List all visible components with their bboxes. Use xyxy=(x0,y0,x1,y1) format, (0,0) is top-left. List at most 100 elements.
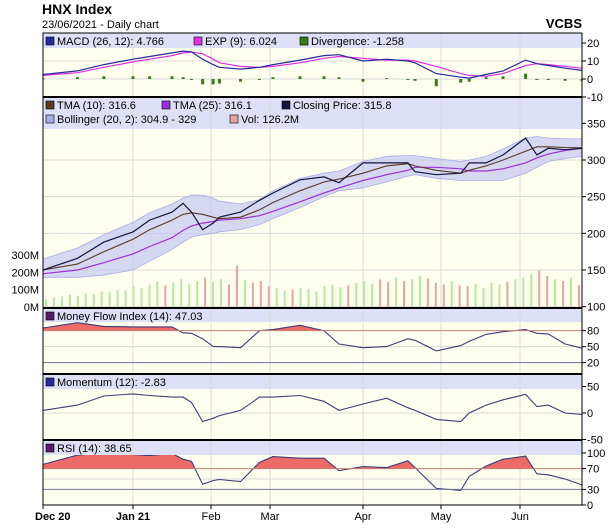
divergence-bar xyxy=(190,79,193,80)
price-y-tick-label: 250 xyxy=(587,192,605,204)
volume-bar xyxy=(395,277,398,307)
legend-tma10: TMA (10): 316.6 xyxy=(57,100,136,112)
divergence-bar xyxy=(271,77,275,79)
rsi-plot xyxy=(43,455,582,491)
volume-bar xyxy=(307,288,310,307)
legend-macd: MACD (26, 12): 4.766 xyxy=(57,36,164,48)
mfi-y-tick-label: 80 xyxy=(587,326,599,338)
exp-line xyxy=(43,51,582,77)
volume-bar xyxy=(522,277,525,307)
price-y-tick-label: 200 xyxy=(587,228,605,240)
price-plot xyxy=(43,136,582,307)
price-y-tick-label: 100 xyxy=(587,302,605,314)
mfi-overbought-area xyxy=(43,322,529,331)
close-swatch xyxy=(281,100,291,110)
volume-bar xyxy=(220,279,223,307)
divergence-bar xyxy=(361,79,365,82)
volume-bar xyxy=(418,275,421,307)
volume-bar xyxy=(466,286,469,307)
mfi-swatch xyxy=(45,311,55,321)
legend-momentum: Momentum (12): -2.83 xyxy=(57,377,166,389)
volume-bar xyxy=(410,279,413,307)
volume-bar xyxy=(482,287,485,307)
volume-bar xyxy=(124,290,127,307)
divergence-bar xyxy=(467,79,471,82)
divergence-bar xyxy=(406,79,410,80)
volume-bar xyxy=(156,281,159,307)
divergence-bar xyxy=(148,76,152,79)
macd-line xyxy=(43,50,582,79)
volume-bar xyxy=(371,283,374,307)
volume-bar xyxy=(379,279,382,307)
volume-bar xyxy=(331,284,334,307)
x-tick-label: Apr xyxy=(354,511,371,523)
volume-bar xyxy=(196,281,199,307)
volume-bar xyxy=(259,281,262,307)
x-tick-label: Jan 21 xyxy=(116,511,150,523)
rsi-legend: RSI (14): 38.65 xyxy=(45,443,132,455)
x-tick-label: May xyxy=(431,511,452,523)
macd-swatch xyxy=(45,36,55,46)
volume-bar xyxy=(514,279,517,307)
volume-bar xyxy=(76,295,79,307)
panels xyxy=(42,32,583,506)
volume-bar xyxy=(275,287,278,307)
legend-divergence: Divergence: -1.258 xyxy=(311,36,404,48)
volume-bar xyxy=(283,290,286,307)
volume-bar xyxy=(458,285,461,307)
volume-bar xyxy=(140,287,143,307)
x-tick-label: Dec 20 xyxy=(35,511,70,523)
volume-bar xyxy=(243,280,246,307)
mfi-y-tick-label: 20 xyxy=(587,358,599,370)
volume-bar xyxy=(402,281,405,307)
volume-bar xyxy=(315,291,318,307)
volume-bar xyxy=(164,285,167,307)
brand-logo-text: VCBS xyxy=(546,16,582,31)
volume-bar xyxy=(291,289,294,307)
volume-y-tick-label: 200M xyxy=(11,267,39,279)
divergence-bar xyxy=(131,76,135,79)
divergence-bar xyxy=(434,79,438,87)
mfi-legend-band xyxy=(43,308,582,322)
rsi-y-tick-label: 70 xyxy=(587,464,599,476)
divergence-bar xyxy=(413,79,417,81)
macd-y-tick-label: 20 xyxy=(587,38,599,50)
volume-bar xyxy=(490,282,493,307)
x-tick-label: Jun xyxy=(511,511,529,523)
volume-bar xyxy=(204,277,207,307)
tma25-line xyxy=(43,147,582,275)
volume-y-tick-label: 100M xyxy=(11,285,39,297)
divergence-swatch xyxy=(299,36,309,46)
divergence-bar xyxy=(546,79,550,80)
x-tick-label: Mar xyxy=(261,511,280,523)
divergence-bar xyxy=(385,78,389,80)
x-tick-label: Feb xyxy=(202,511,221,523)
volume-bar xyxy=(92,294,95,307)
divergence-bar xyxy=(337,77,341,79)
volume-bar xyxy=(554,279,557,307)
volume-bar xyxy=(474,283,477,307)
divergence-bar xyxy=(102,76,106,79)
volume-bar xyxy=(347,285,350,307)
divergence-bar xyxy=(459,79,463,83)
legend-mfi: Money Flow Index (14): 47.03 xyxy=(57,311,203,323)
tma10-swatch xyxy=(45,100,55,110)
price-y-tick-label: 150 xyxy=(587,265,605,277)
divergence-bar xyxy=(563,79,567,81)
volume-bar xyxy=(498,284,501,307)
volume-bar xyxy=(387,281,390,307)
volume-bar xyxy=(355,282,358,307)
volume-bar xyxy=(363,281,366,307)
volume-bar xyxy=(100,291,103,307)
volume-bar xyxy=(530,274,533,307)
tma10-line xyxy=(43,146,582,271)
volume-bar xyxy=(132,286,135,307)
exp-swatch xyxy=(193,36,203,46)
divergence-bar xyxy=(257,79,261,80)
volume-bar xyxy=(172,282,175,307)
price-y-tick-label: 300 xyxy=(587,155,605,167)
rsi-y-tick-label: 30 xyxy=(587,484,599,496)
volume-bar xyxy=(570,277,573,307)
volume-bar xyxy=(506,281,509,307)
volume-bar xyxy=(227,284,230,307)
